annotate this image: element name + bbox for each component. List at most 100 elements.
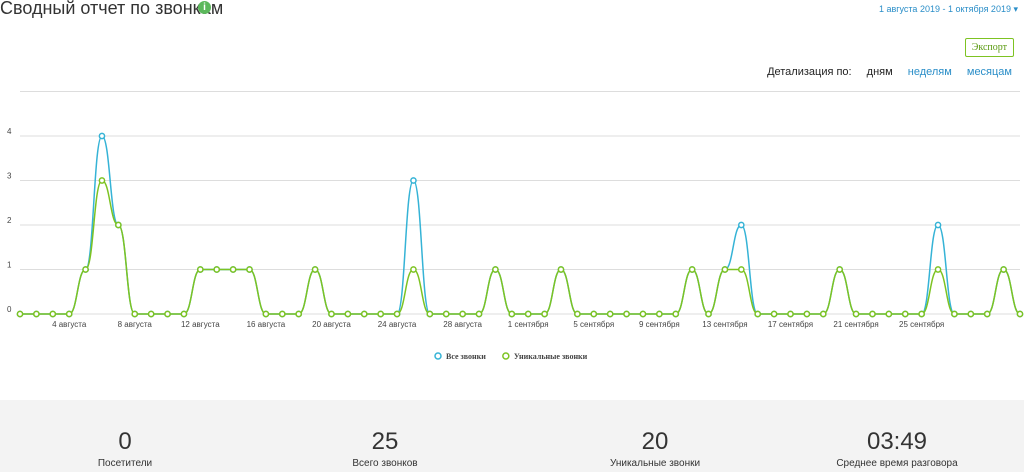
- data-point: [475, 310, 483, 318]
- data-point: [918, 310, 925, 318]
- export-label: Экспорт: [971, 42, 1007, 53]
- data-point: [623, 310, 630, 318]
- y-tick-label: 1: [7, 261, 12, 270]
- page-title: Сводный отчет по звонкам: [0, 0, 224, 18]
- data-point: [934, 221, 942, 229]
- x-tick-label: 17 сентября: [768, 320, 813, 329]
- y-tick-label: 4: [7, 127, 12, 136]
- data-point: [721, 266, 729, 273]
- data-point: [393, 310, 401, 318]
- data-point: [1016, 310, 1024, 318]
- data-point: [508, 310, 516, 318]
- stat-label: Посетители: [97, 458, 153, 469]
- x-tick-label: 28 августа: [443, 320, 482, 329]
- data-point: [180, 310, 188, 318]
- x-tick-label: 8 августа: [118, 320, 153, 329]
- data-point: [295, 310, 303, 318]
- data-point: [278, 310, 286, 318]
- x-tick-label: 5 сентября: [573, 320, 614, 329]
- legend-marker: [434, 352, 442, 360]
- y-tick-label: 2: [7, 216, 12, 225]
- data-point: [16, 310, 24, 318]
- data-point: [213, 266, 221, 273]
- stat: 25 Всего звонков: [285, 400, 485, 469]
- detail-option[interactable]: месяцам: [966, 66, 1012, 78]
- x-tick-label: 16 августа: [247, 320, 286, 329]
- date-range[interactable]: 1 августа 2019 - 1 октября 2019 ▾: [878, 4, 1018, 14]
- data-point: [983, 310, 991, 318]
- detail-option[interactable]: дням: [866, 66, 893, 78]
- data-point: [606, 310, 614, 318]
- data-point: [705, 310, 712, 318]
- data-point: [82, 266, 89, 273]
- stat-label: Уникальные звонки: [609, 458, 701, 469]
- stat: 03:49 Среднее время разговора: [797, 400, 997, 469]
- data-point: [901, 310, 909, 318]
- data-point: [787, 310, 794, 318]
- data-point: [344, 310, 352, 318]
- legend-label: Все звонки: [446, 352, 486, 361]
- data-point: [688, 266, 696, 273]
- data-point: [524, 310, 532, 318]
- x-tick-label: 13 сентября: [702, 320, 747, 329]
- data-point: [934, 266, 942, 273]
- data-point: [672, 310, 680, 318]
- series-line: [20, 179, 1021, 315]
- data-point: [459, 310, 466, 318]
- data-point: [770, 310, 778, 318]
- data-point: [262, 310, 270, 318]
- data-point: [131, 310, 139, 318]
- info-icon[interactable]: i: [198, 1, 211, 14]
- data-point: [196, 266, 204, 273]
- stat: 0 Посетители: [25, 400, 225, 469]
- stat-label: Всего звонков: [352, 458, 418, 469]
- x-tick-label: 20 августа: [312, 320, 351, 329]
- data-point: [410, 177, 417, 184]
- data-point: [590, 310, 598, 318]
- data-point: [426, 310, 434, 318]
- data-point: [246, 266, 253, 273]
- data-point: [803, 310, 811, 318]
- data-point: [229, 266, 237, 273]
- chart: 0 1 2 3 4 4 августа 8 августа 12 августа 16 авгу…: [7, 91, 1024, 361]
- data-point: [541, 310, 548, 318]
- x-tick-label: 1 сентября: [508, 320, 549, 329]
- data-point: [65, 310, 73, 318]
- stat-value: 25: [371, 428, 399, 455]
- stat-value: 03:49: [866, 428, 928, 455]
- x-tick-label: 25 сентября: [899, 320, 944, 329]
- detail-label: Детализация по:: [767, 66, 852, 78]
- y-tick-label: 3: [7, 172, 12, 181]
- data-point: [1000, 266, 1007, 273]
- data-point: [410, 266, 417, 273]
- export-button[interactable]: Экспорт: [964, 38, 1014, 57]
- x-tick-label: 9 сентября: [639, 320, 680, 329]
- data-point: [49, 310, 57, 318]
- data-point: [967, 310, 975, 318]
- data-point: [639, 310, 647, 318]
- data-point: [98, 132, 106, 140]
- data-point: [869, 310, 876, 318]
- data-point: [492, 266, 499, 273]
- data-point: [655, 310, 663, 318]
- data-point: [836, 266, 844, 273]
- data-point: [147, 310, 155, 318]
- stat: 20 Уникальные звонки: [555, 400, 755, 469]
- data-point: [328, 310, 335, 318]
- detail-bar: Детализация по: дням неделям месяцам: [755, 66, 1012, 78]
- data-point: [574, 310, 581, 318]
- data-point: [852, 310, 860, 318]
- data-point: [115, 221, 122, 229]
- data-point: [377, 310, 385, 318]
- detail-option[interactable]: неделям: [907, 66, 952, 78]
- data-point: [442, 310, 450, 318]
- data-point: [951, 310, 958, 318]
- stats-bar: 0 Посетители 25 Всего звонков 20 Уникальные з…: [0, 400, 1024, 472]
- legend-marker: [502, 352, 510, 360]
- data-point: [33, 310, 40, 318]
- y-tick-label: 0: [7, 305, 12, 314]
- data-point: [98, 177, 106, 184]
- data-point: [164, 310, 171, 318]
- legend-label: Уникальные звонки: [514, 352, 588, 361]
